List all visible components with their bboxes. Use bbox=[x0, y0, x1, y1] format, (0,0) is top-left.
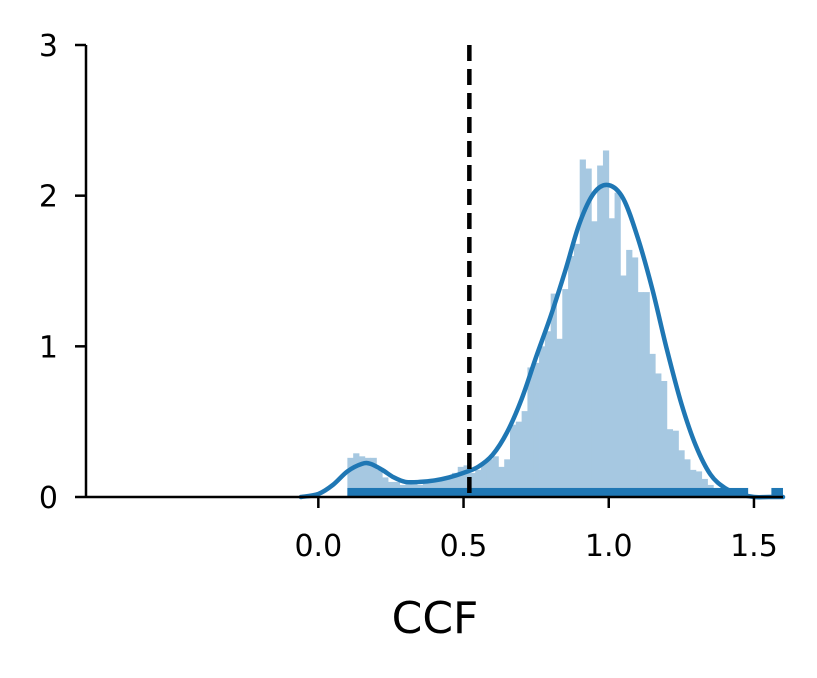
histogram-bar-44 bbox=[602, 150, 610, 497]
kde-curve bbox=[298, 182, 786, 500]
histogram-bar-23 bbox=[480, 462, 488, 497]
histogram-bar-55 bbox=[666, 429, 674, 497]
y-tick-label: 3 bbox=[39, 29, 58, 64]
y-tick-label: 0 bbox=[39, 481, 58, 516]
histogram-bar-25 bbox=[492, 456, 499, 497]
histogram-bar-26 bbox=[498, 466, 505, 497]
histogram-bar-41 bbox=[585, 168, 592, 497]
histogram-bar-49 bbox=[631, 257, 639, 497]
histogram-bar-0 bbox=[347, 457, 354, 497]
histogram-bar-59 bbox=[690, 469, 697, 497]
histogram-bar-4 bbox=[370, 457, 377, 497]
y-tick-label: 2 bbox=[39, 180, 58, 215]
histogram-bar-1 bbox=[353, 453, 360, 497]
histogram-bar-40 bbox=[579, 159, 586, 498]
histogram-bar-34 bbox=[544, 331, 552, 497]
histogram-bar-20 bbox=[463, 465, 470, 497]
histogram-bar-45 bbox=[608, 218, 615, 497]
y-tick-label: 1 bbox=[39, 330, 58, 365]
rug-segment-1 bbox=[771, 487, 783, 497]
x-tick-label: 0.0 bbox=[294, 529, 342, 564]
x-tick-label: 0.5 bbox=[440, 529, 488, 564]
histogram-bar-31 bbox=[527, 367, 534, 497]
histogram-bar-32 bbox=[533, 362, 540, 497]
x-axis-label: CCF bbox=[392, 593, 479, 644]
rug-segment-0 bbox=[347, 487, 749, 497]
histogram-bar-18 bbox=[451, 472, 459, 497]
histogram-bar-22 bbox=[475, 469, 482, 497]
histogram-bar-51 bbox=[643, 292, 650, 497]
histogram-bar-43 bbox=[597, 165, 604, 498]
histogram-bar-46 bbox=[614, 192, 621, 498]
histogram-bar-30 bbox=[521, 411, 528, 497]
x-axis-ticks: 0.0 0.5 1.0 1.5 bbox=[294, 497, 778, 564]
histogram-bar-21 bbox=[469, 472, 476, 497]
histogram-bar-48 bbox=[626, 249, 633, 497]
histogram-bar-38 bbox=[568, 255, 575, 497]
histogram-bar-50 bbox=[637, 292, 644, 497]
histogram-bar-5 bbox=[376, 469, 383, 497]
histogram-bar-42 bbox=[591, 221, 598, 497]
histogram-bar-6 bbox=[382, 477, 389, 497]
histogram-bar-27 bbox=[504, 459, 511, 497]
histogram-bar-56 bbox=[672, 430, 679, 497]
histogram-bar-3 bbox=[364, 457, 372, 497]
histogram-bar-60 bbox=[695, 471, 703, 497]
histogram-bar-2 bbox=[358, 456, 366, 497]
histogram-bar-28 bbox=[510, 424, 517, 497]
histogram-bar-37 bbox=[562, 289, 569, 497]
histogram-bar-29 bbox=[515, 421, 523, 497]
histogram-bar-54 bbox=[661, 380, 668, 497]
x-tick-label: 1.5 bbox=[730, 529, 778, 564]
histogram-bar-53 bbox=[655, 373, 662, 497]
histogram-bar-36 bbox=[556, 338, 563, 497]
histogram-bar-24 bbox=[486, 459, 493, 497]
histogram-bar-39 bbox=[573, 243, 581, 497]
histogram-bar-19 bbox=[457, 466, 464, 497]
histogram-bar-47 bbox=[620, 275, 627, 497]
histogram-bar-57 bbox=[678, 450, 685, 497]
histogram-bar-58 bbox=[684, 459, 691, 497]
x-tick-label: 1.0 bbox=[585, 529, 633, 564]
histogram-bar-35 bbox=[550, 293, 557, 497]
histogram-bar-33 bbox=[539, 346, 546, 497]
rug-marks bbox=[347, 487, 783, 497]
y-axis-ticks: 0 1 2 3 bbox=[39, 29, 86, 516]
histogram-bar-52 bbox=[649, 353, 656, 497]
